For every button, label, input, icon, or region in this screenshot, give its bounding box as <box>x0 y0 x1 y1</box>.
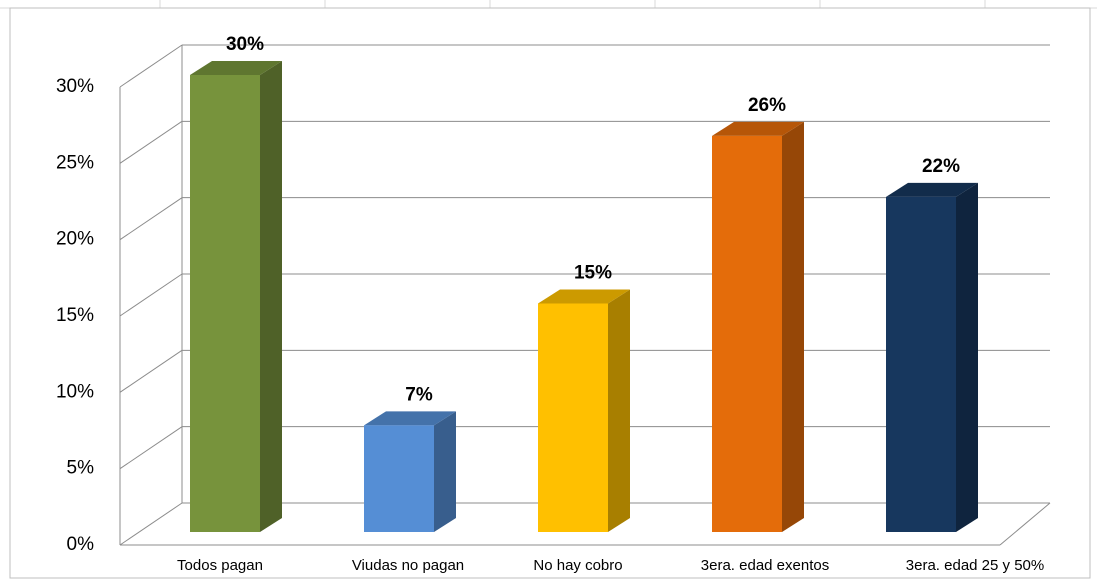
value-label: 15% <box>574 263 612 284</box>
bar-top <box>886 182 978 197</box>
bar <box>538 303 608 532</box>
bar-side <box>608 289 630 532</box>
bar-top <box>538 289 630 304</box>
bar-top <box>712 121 804 136</box>
floor-edge <box>999 502 1051 546</box>
grid-line <box>119 120 183 164</box>
x-tick-label: Viudas no pagan <box>352 557 464 574</box>
bar <box>712 135 782 532</box>
bar-side <box>434 411 456 532</box>
y-tick-label: 10% <box>56 381 94 402</box>
y-tick-label: 5% <box>67 458 95 479</box>
value-label: 30% <box>226 34 264 55</box>
bar-side <box>782 121 804 532</box>
y-tick-label: 20% <box>56 229 94 250</box>
value-label: 26% <box>748 95 786 116</box>
chart-border <box>9 7 1091 579</box>
bar-side <box>260 61 282 532</box>
grid-line <box>119 44 183 88</box>
value-label: 22% <box>922 156 960 177</box>
bar-top <box>364 411 456 426</box>
grid-line <box>119 349 183 393</box>
bar <box>364 425 434 532</box>
value-label: 7% <box>405 384 433 405</box>
y-tick-label: 15% <box>56 305 94 326</box>
y-tick-label: 25% <box>56 152 94 173</box>
grid-line <box>119 273 183 317</box>
grid-line <box>119 426 183 470</box>
y-tick-label: 30% <box>56 76 94 97</box>
bar-top <box>190 61 282 75</box>
x-tick-label: 3era. edad exentos <box>701 557 829 574</box>
x-tick-label: No hay cobro <box>533 557 622 574</box>
bar <box>886 196 956 532</box>
x-tick-label: Todos pagan <box>177 557 263 574</box>
x-tick-label: 3era. edad 25 y 50% <box>906 557 1044 574</box>
bar <box>190 75 260 532</box>
y-tick-label: 0% <box>67 534 95 555</box>
grid-line <box>119 197 183 241</box>
bar-side <box>956 182 978 532</box>
grid-line <box>119 502 183 546</box>
